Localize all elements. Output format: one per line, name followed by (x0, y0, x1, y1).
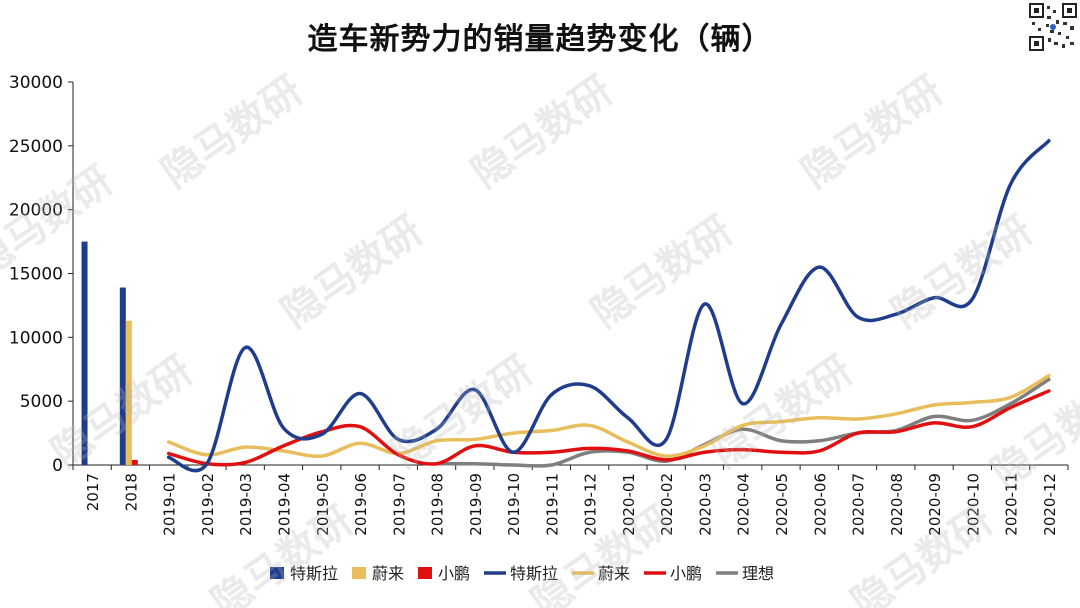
bar-tesla (119, 287, 126, 465)
x-tick-label: 2020-02 (658, 473, 676, 536)
line-series-li (434, 377, 1051, 468)
chart-title: 造车新势力的销量趋势变化（辆） (307, 22, 773, 57)
legend-label: 蔚来 (598, 564, 630, 583)
line-series-tesla (166, 138, 1051, 473)
qr-code-icon (1028, 2, 1078, 52)
x-tick-label: 2019-08 (429, 473, 447, 536)
x-tick-label: 2020-04 (735, 473, 753, 536)
line-series-xpeng (166, 389, 1051, 467)
x-tick-label: 2019-01 (161, 473, 179, 536)
x-tick-label: 2019-03 (237, 473, 255, 536)
legend-swatch (418, 567, 432, 579)
x-tick-label: 2020-01 (620, 473, 638, 536)
y-tick-label: 10000 (9, 328, 63, 348)
x-tick-label: 2019-05 (314, 473, 332, 536)
x-tick-label: 2020-08 (888, 473, 906, 536)
legend-label: 小鹏 (438, 564, 470, 583)
x-tick-label: 2017 (84, 473, 102, 511)
x-tick-label: 2020-03 (696, 473, 714, 536)
y-tick-label: 15000 (9, 265, 63, 285)
x-tick-label: 2019-04 (275, 473, 293, 536)
legend-label: 特斯拉 (290, 564, 338, 583)
y-tick-label: 25000 (9, 137, 63, 157)
bar-nio (125, 320, 132, 465)
x-tick-label: 2020-07 (850, 473, 868, 536)
legend-label: 小鹏 (670, 564, 702, 583)
bar-xpeng (131, 459, 138, 465)
x-tick-label: 2019-12 (582, 473, 600, 536)
x-tick-label: 2020-05 (773, 473, 791, 536)
y-tick-label: 20000 (9, 201, 63, 221)
y-tick-label: 5000 (20, 392, 63, 412)
x-tick-label: 2019-11 (543, 473, 561, 536)
line-series-nio (166, 373, 1051, 459)
x-tick-label: 2020-11 (1003, 473, 1021, 536)
legend-swatch (270, 567, 284, 579)
y-tick-label: 30000 (9, 73, 63, 93)
y-tick-label: 0 (52, 456, 63, 476)
x-tick-label: 2018 (122, 473, 140, 511)
x-tick-label: 2019-07 (390, 473, 408, 536)
x-tick-label: 2019-02 (199, 473, 217, 536)
legend-label: 特斯拉 (510, 564, 558, 583)
x-tick-label: 2020-06 (811, 473, 829, 536)
x-tick-label: 2020-10 (964, 473, 982, 536)
bar-tesla (81, 241, 88, 465)
x-tick-label: 2019-10 (505, 473, 523, 536)
x-tick-label: 2020-09 (926, 473, 944, 536)
x-tick-label: 2019-06 (352, 473, 370, 536)
legend-label: 蔚来 (372, 564, 404, 583)
x-tick-label: 2019-09 (467, 473, 485, 536)
legend-swatch (352, 567, 366, 579)
x-tick-label: 2020-12 (1041, 473, 1059, 536)
legend: 特斯拉 蔚来 小鹏 特斯拉 蔚来 小鹏 理想 (270, 564, 774, 583)
legend-label: 理想 (742, 564, 774, 583)
